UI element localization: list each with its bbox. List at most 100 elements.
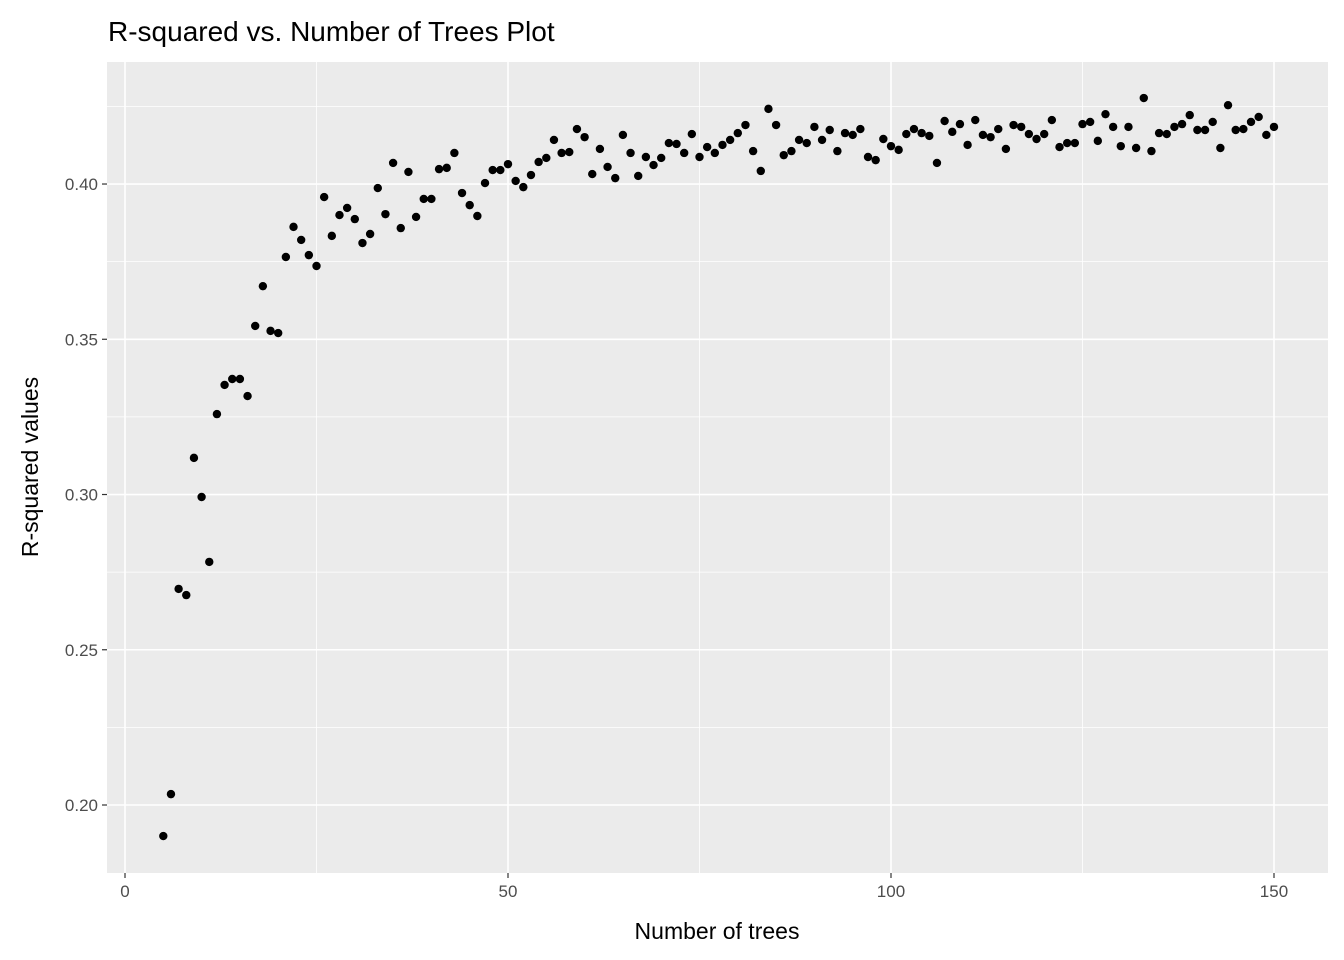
y-tick-label: 0.20 <box>65 796 98 815</box>
data-point <box>1239 124 1248 134</box>
data-point <box>1223 100 1233 110</box>
data-point <box>679 148 689 158</box>
data-point <box>450 148 459 158</box>
data-point <box>1039 129 1049 139</box>
data-point <box>986 132 995 142</box>
data-point <box>802 138 811 148</box>
data-point <box>1070 138 1080 148</box>
data-point <box>1047 115 1057 125</box>
data-point <box>572 124 582 134</box>
data-point <box>304 250 314 260</box>
data-point <box>1162 129 1171 139</box>
data-point <box>1101 109 1110 119</box>
data-point <box>580 132 589 142</box>
data-point <box>1269 122 1279 132</box>
data-point <box>733 128 742 138</box>
data-point <box>848 130 857 140</box>
data-point <box>388 158 398 168</box>
data-point <box>335 210 344 220</box>
data-point <box>457 188 467 198</box>
data-point <box>1032 134 1041 144</box>
data-point <box>1017 122 1026 132</box>
data-point <box>825 125 834 135</box>
data-point <box>833 146 842 156</box>
data-point <box>741 120 750 130</box>
data-point <box>748 146 758 156</box>
data-point <box>611 173 620 183</box>
data-point <box>718 140 727 150</box>
data-point <box>1009 120 1018 130</box>
data-point <box>503 159 513 169</box>
x-tick-label: 0 <box>120 882 129 901</box>
data-point <box>258 281 268 291</box>
data-point <box>411 212 421 222</box>
data-point <box>603 162 612 172</box>
data-point <box>994 124 1003 134</box>
x-tick-label: 50 <box>499 882 518 901</box>
data-point <box>725 135 735 145</box>
data-point <box>948 127 957 137</box>
x-axis-title: Number of trees <box>635 918 800 944</box>
y-axis-title: R-squared values <box>17 377 43 557</box>
data-point <box>281 252 291 262</box>
data-point <box>925 131 934 141</box>
data-point <box>274 328 283 338</box>
data-point <box>779 150 788 160</box>
data-point <box>228 374 237 384</box>
data-point <box>756 166 765 176</box>
data-point <box>902 129 911 139</box>
data-point <box>810 122 819 132</box>
data-point <box>1231 125 1240 135</box>
data-point <box>771 120 781 130</box>
data-point <box>342 203 352 213</box>
data-point <box>511 176 520 186</box>
x-tick-label: 150 <box>1260 882 1288 901</box>
data-point <box>312 261 321 271</box>
data-point <box>182 590 191 600</box>
data-point <box>1208 117 1217 127</box>
data-point <box>565 147 574 157</box>
data-point <box>1062 138 1072 148</box>
data-point <box>1262 130 1271 140</box>
data-point <box>358 238 367 248</box>
data-point <box>212 409 222 419</box>
data-point <box>350 214 360 224</box>
data-point <box>473 211 482 221</box>
data-point <box>1093 136 1103 146</box>
data-point <box>687 129 697 139</box>
data-point <box>932 158 942 168</box>
data-point <box>1001 144 1011 154</box>
data-point <box>894 145 903 155</box>
data-point <box>1078 119 1087 129</box>
data-point <box>197 492 206 502</box>
data-point <box>978 130 988 140</box>
data-point <box>381 209 390 219</box>
data-point <box>1170 122 1179 132</box>
data-point <box>1193 125 1202 135</box>
data-point <box>419 194 428 204</box>
data-point <box>595 144 605 154</box>
data-point <box>549 135 559 145</box>
data-point <box>526 170 536 180</box>
data-point <box>1185 110 1194 120</box>
plot-panel <box>107 62 1328 873</box>
data-point <box>664 138 674 148</box>
data-point <box>787 146 796 156</box>
data-point <box>1139 93 1148 103</box>
data-point <box>205 557 214 567</box>
y-tick-label: 0.30 <box>65 486 98 505</box>
data-point <box>243 391 252 401</box>
data-point <box>496 165 505 175</box>
data-point <box>1216 143 1225 153</box>
data-point <box>940 116 949 126</box>
data-point <box>794 135 804 145</box>
data-point <box>764 104 773 114</box>
data-point <box>465 200 474 210</box>
y-tick-label: 0.25 <box>65 641 98 660</box>
data-point <box>1200 125 1210 135</box>
data-point <box>856 124 865 134</box>
data-point <box>1177 119 1187 129</box>
data-point <box>649 160 658 170</box>
data-point <box>672 139 681 149</box>
data-point <box>427 194 436 204</box>
